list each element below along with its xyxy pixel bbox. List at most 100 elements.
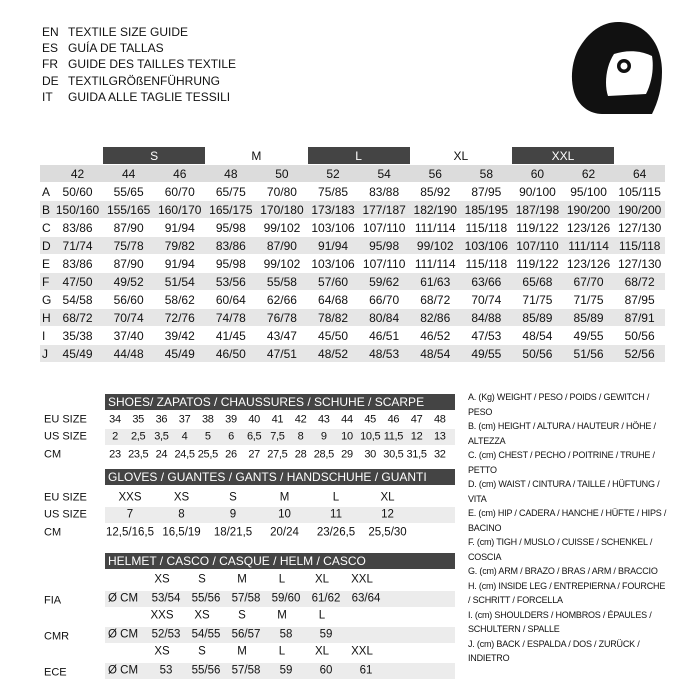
size-group-bar	[307, 147, 410, 164]
size-value: 72/76	[164, 311, 195, 325]
row-label: EU SIZE	[44, 413, 87, 426]
row-label: D	[42, 239, 51, 253]
size-value: 7,5	[270, 430, 285, 443]
size-value: 6	[228, 430, 234, 443]
standard-label: CMR	[44, 630, 70, 643]
row-label: J	[42, 347, 48, 361]
size-value: 70/74	[471, 293, 502, 307]
size-value: 9	[229, 508, 237, 521]
size-group-label: M	[251, 149, 262, 163]
helmet-value: 55/56	[191, 664, 221, 677]
legend-item: D. (cm) WAIST / CINTURA / TAILLE / HÜFTU…	[468, 479, 660, 504]
section-title: GLOVES / GUANTES / GANTS / HANDSCHUHE / …	[108, 470, 427, 484]
language-code: FR	[42, 57, 58, 72]
legend-item: H. (cm) INSIDE LEG / ENTREPIERNA / FOURC…	[468, 580, 666, 606]
column-header: 60	[530, 166, 545, 181]
size-value: 187/198	[515, 203, 560, 217]
helmet-size: L	[278, 645, 286, 658]
standard-label: FIA	[44, 594, 62, 607]
size-value: 87/95	[624, 293, 655, 307]
size-value: 12	[410, 430, 423, 443]
size-value: 65/75	[215, 185, 246, 199]
size-value: 28,5	[313, 448, 335, 461]
size-value: 115/118	[465, 257, 508, 271]
size-value: 48/54	[420, 347, 451, 361]
size-value: 25,5/30	[368, 526, 407, 539]
size-value: 95/98	[215, 257, 246, 271]
size-value: 41	[271, 413, 284, 426]
size-value: 87/90	[113, 257, 144, 271]
helmet-size: XXL	[351, 573, 373, 586]
language-code: EN	[42, 25, 59, 39]
size-value: 64/68	[318, 293, 349, 307]
size-value: 111/114	[568, 239, 609, 253]
size-group-label: S	[150, 149, 159, 163]
size-value: 54/58	[62, 293, 93, 307]
size-value: 50/60	[62, 185, 93, 199]
column-header: 58	[479, 166, 494, 181]
size-value: 115/118	[465, 221, 508, 235]
size-value: 2	[112, 430, 118, 443]
legend-item: B. (cm) HEIGHT / ALTURA / HAUTEUR / HÖHE…	[468, 421, 656, 446]
language-code: ES	[42, 41, 59, 56]
unit-label: Ø CM	[108, 592, 139, 605]
row-label: E	[42, 257, 51, 271]
size-value: 177/187	[362, 203, 406, 217]
size-value: 105/115	[618, 185, 661, 199]
size-value: 12,5/16,5	[106, 526, 154, 539]
helmet-value: 61	[359, 664, 373, 677]
size-value: 27,5	[267, 448, 288, 461]
size-value: 47/53	[471, 329, 502, 343]
size-value: S	[229, 491, 237, 504]
row-band	[40, 309, 665, 326]
size-group-label: XXL	[551, 149, 575, 163]
size-value: 61/63	[420, 275, 451, 289]
size-value: 48/54	[522, 329, 553, 343]
size-value: 51/54	[164, 275, 195, 289]
column-header: 54	[377, 166, 391, 181]
header-title: GUIDE DES TAILLES TEXTILE	[68, 57, 237, 72]
helmet-value: 59	[279, 664, 293, 677]
column-header: 52	[326, 166, 340, 181]
size-value: 91/94	[164, 221, 195, 235]
size-value: 95/98	[215, 221, 246, 235]
size-value: 9	[320, 430, 327, 443]
size-value: 26	[225, 448, 237, 461]
size-value: 83/86	[62, 257, 93, 271]
helmet-size: M	[237, 645, 247, 658]
size-value: 10,5	[360, 430, 381, 443]
size-value: 39/42	[164, 329, 195, 343]
size-value: 38	[201, 413, 214, 426]
row-label: C	[42, 221, 51, 235]
size-value: 68/72	[62, 311, 93, 325]
size-value: 75/85	[318, 185, 349, 199]
size-value: 40	[248, 413, 261, 426]
size-value: 71/74	[62, 239, 93, 253]
size-value: 3,5	[154, 430, 169, 443]
row-label: B	[42, 203, 51, 217]
row-band	[105, 507, 455, 523]
size-value: 45/50	[318, 329, 349, 343]
size-value: 10	[341, 430, 353, 443]
size-value: 12	[381, 508, 394, 521]
size-value: 45	[364, 413, 377, 426]
size-value: 50/56	[624, 329, 655, 343]
helmet-value: 53/54	[151, 592, 181, 605]
size-value: 115/118	[618, 239, 661, 253]
helmet-size: S	[238, 609, 246, 622]
size-value: 48	[433, 413, 446, 426]
size-value: 91/94	[318, 239, 349, 253]
size-value: 173/183	[311, 203, 355, 217]
legend-item: I. (cm) SHOULDERS / HOMBROS / ÉPAULES / …	[468, 609, 652, 635]
size-value: 190/200	[566, 203, 611, 217]
size-value: 28	[294, 448, 307, 461]
unit-label: Ø CM	[108, 664, 139, 677]
size-value: 23/26,5	[316, 526, 356, 539]
helmet-value: 57/58	[231, 664, 261, 677]
size-value: 10	[278, 508, 291, 521]
size-value: 70/80	[266, 185, 297, 199]
helmet-size: M	[237, 573, 247, 586]
size-value: 85/89	[522, 311, 553, 325]
legend-item: C. (cm) CHEST / PECHO / POITRINE / TRUHE…	[468, 450, 655, 475]
